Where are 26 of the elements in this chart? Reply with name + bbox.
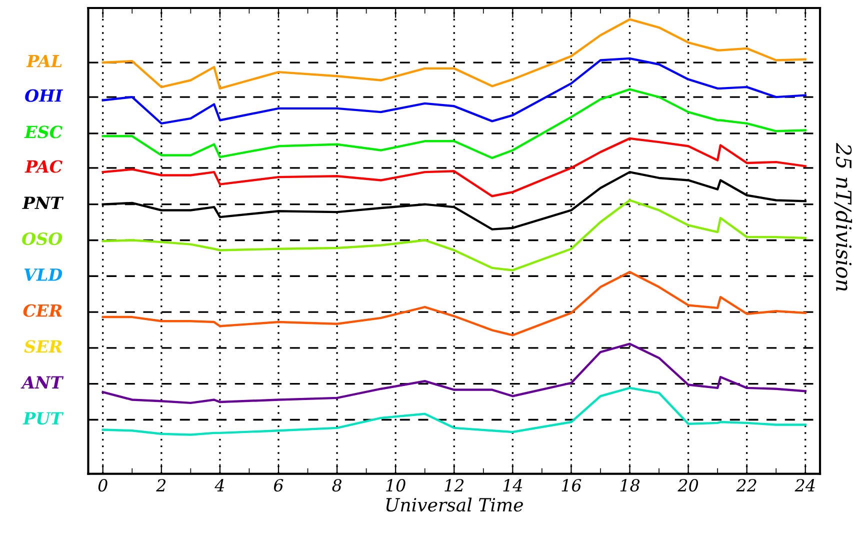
text: PAL [26, 54, 62, 68]
text: ANT [20, 376, 64, 388]
text: CER [23, 304, 62, 317]
legend-label: SER [24, 340, 62, 353]
y2-axis-title: 25 nT/division [834, 142, 852, 291]
x-tick-label: 14 [503, 478, 522, 492]
x-tick-label: 12 [444, 478, 464, 492]
x-tick-label: 16 [562, 478, 582, 492]
x-tick-label: 20 [678, 478, 698, 492]
legend-label: VLD [24, 268, 62, 281]
x-tick-label: 8 [332, 478, 342, 492]
text: PNT [22, 196, 64, 209]
text: PUT [22, 412, 64, 425]
x-tick-label: 0 [98, 478, 108, 492]
text: ESC [24, 126, 62, 138]
x-tick-label: 4 [214, 478, 224, 492]
x-tick-label: 6 [274, 478, 284, 492]
text: OSO [22, 232, 62, 246]
text: OHI [25, 89, 64, 102]
x-tick-label: 24 [794, 478, 815, 492]
x-tick-label: 2 [156, 478, 166, 492]
x-tick-label: 18 [620, 478, 640, 492]
x-axis-title: Universal Time [386, 498, 523, 512]
x-tick-label: 10 [386, 478, 406, 492]
x-tick-label: 22 [736, 478, 756, 492]
text: PAC [24, 160, 62, 173]
